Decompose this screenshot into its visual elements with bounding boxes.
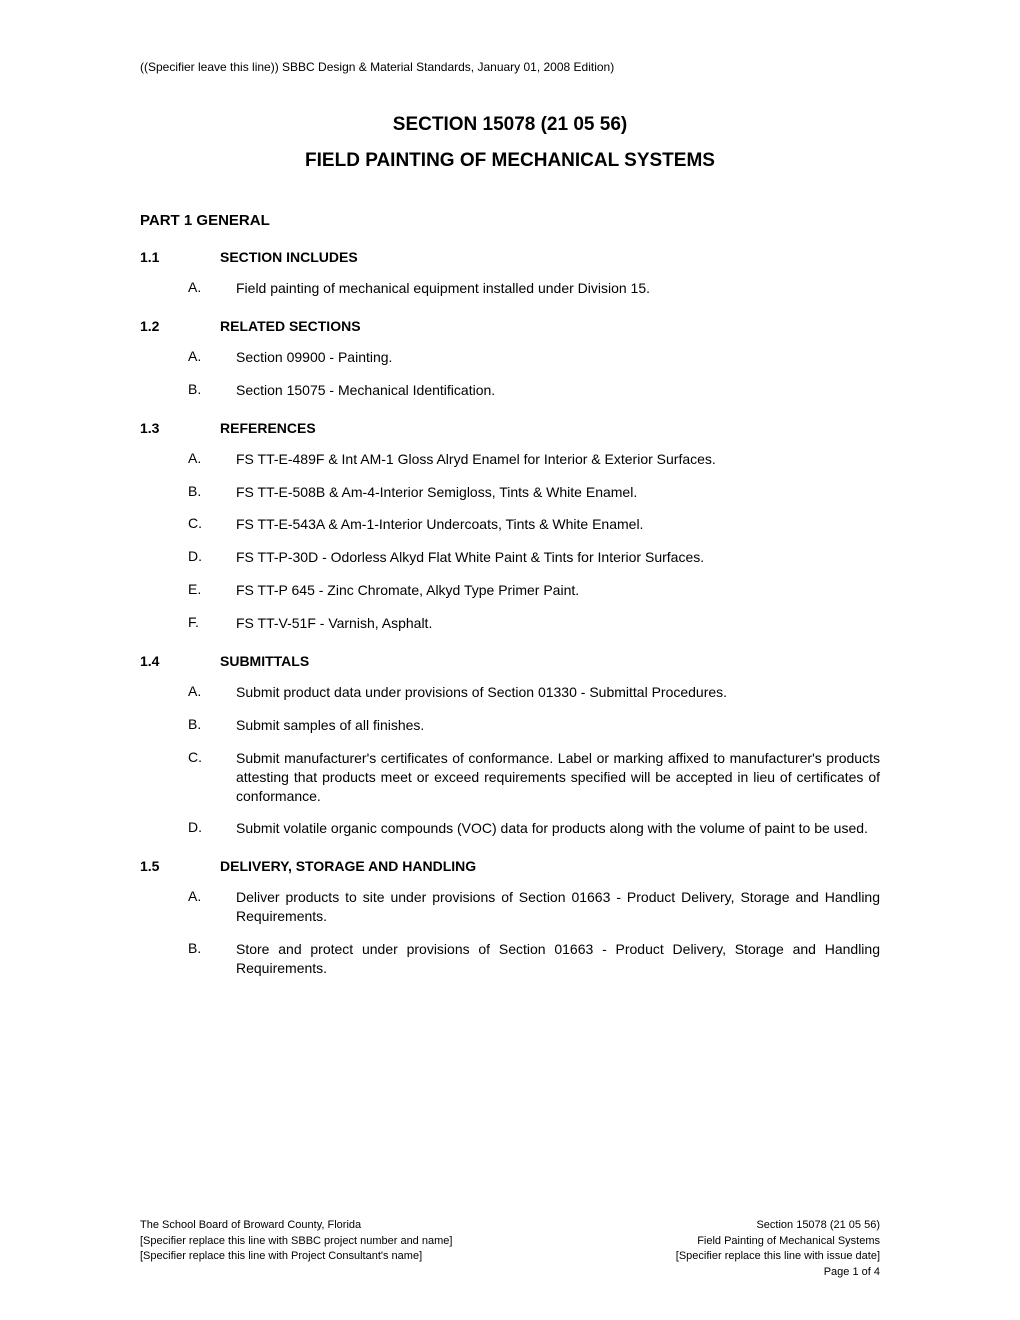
list-item: C. FS TT-E-543A & Am-1-Interior Undercoa…: [140, 515, 880, 534]
item-letter: A.: [188, 348, 236, 367]
item-letter: B.: [188, 716, 236, 735]
item-letter: D.: [188, 548, 236, 567]
subsection-title: DELIVERY, STORAGE AND HANDLING: [220, 858, 880, 874]
subsection-number: 1.3: [140, 420, 220, 436]
footer-line: Section 15078 (21 05 56): [676, 1218, 880, 1233]
item-text: FS TT-E-508B & Am-4-Interior Semigloss, …: [236, 483, 880, 502]
footer-line: [Specifier replace this line with Projec…: [140, 1249, 452, 1264]
footer-line: Page 1 of 4: [676, 1265, 880, 1280]
part-heading: PART 1 GENERAL: [140, 212, 880, 229]
list-item: A. Deliver products to site under provis…: [140, 888, 880, 926]
item-text: FS TT-P-30D - Odorless Alkyd Flat White …: [236, 548, 880, 567]
list-item: F. FS TT-V-51F - Varnish, Asphalt.: [140, 614, 880, 633]
item-letter: A.: [188, 888, 236, 926]
section-title: FIELD PAINTING OF MECHANICAL SYSTEMS: [140, 150, 880, 172]
item-letter: D.: [188, 819, 236, 838]
item-letter: F.: [188, 614, 236, 633]
item-text: Submit product data under provisions of …: [236, 683, 880, 702]
item-letter: A.: [188, 683, 236, 702]
item-letter: B.: [188, 483, 236, 502]
item-text: FS TT-E-543A & Am-1-Interior Undercoats,…: [236, 515, 880, 534]
list-item: D. FS TT-P-30D - Odorless Alkyd Flat Whi…: [140, 548, 880, 567]
list-item: A. Submit product data under provisions …: [140, 683, 880, 702]
footer-line: [Specifier replace this line with issue …: [676, 1249, 880, 1264]
subsection-number: 1.5: [140, 858, 220, 874]
item-letter: B.: [188, 381, 236, 400]
item-text: Submit samples of all finishes.: [236, 716, 880, 735]
item-text: Section 15075 - Mechanical Identificatio…: [236, 381, 880, 400]
footer-line: The School Board of Broward County, Flor…: [140, 1218, 452, 1233]
subsection-header: 1.1 SECTION INCLUDES: [140, 249, 880, 265]
section-number: SECTION 15078 (21 05 56): [140, 114, 880, 136]
page-footer: The School Board of Broward County, Flor…: [140, 1218, 880, 1280]
item-letter: E.: [188, 581, 236, 600]
item-letter: A.: [188, 279, 236, 298]
list-item: B. Store and protect under provisions of…: [140, 940, 880, 978]
item-text: Store and protect under provisions of Se…: [236, 940, 880, 978]
subsection-1-5: 1.5 DELIVERY, STORAGE AND HANDLING A. De…: [140, 858, 880, 978]
item-text: FS TT-V-51F - Varnish, Asphalt.: [236, 614, 880, 633]
subsection-title: SECTION INCLUDES: [220, 249, 880, 265]
header-note: ((Specifier leave this line)) SBBC Desig…: [140, 60, 880, 74]
item-text: Submit manufacturer's certificates of co…: [236, 749, 880, 806]
item-text: FS TT-P 645 - Zinc Chromate, Alkyd Type …: [236, 581, 880, 600]
list-item: B. Submit samples of all finishes.: [140, 716, 880, 735]
list-item: E. FS TT-P 645 - Zinc Chromate, Alkyd Ty…: [140, 581, 880, 600]
subsection-title: REFERENCES: [220, 420, 880, 436]
subsection-1-4: 1.4 SUBMITTALS A. Submit product data un…: [140, 653, 880, 838]
footer-line: Field Painting of Mechanical Systems: [676, 1234, 880, 1249]
subsection-title: RELATED SECTIONS: [220, 318, 880, 334]
list-item: A. Section 09900 - Painting.: [140, 348, 880, 367]
list-item: C. Submit manufacturer's certificates of…: [140, 749, 880, 806]
list-item: D. Submit volatile organic compounds (VO…: [140, 819, 880, 838]
subsection-number: 1.2: [140, 318, 220, 334]
subsection-number: 1.1: [140, 249, 220, 265]
subsection-title: SUBMITTALS: [220, 653, 880, 669]
subsection-header: 1.4 SUBMITTALS: [140, 653, 880, 669]
item-text: Field painting of mechanical equipment i…: [236, 279, 880, 298]
subsection-1-1: 1.1 SECTION INCLUDES A. Field painting o…: [140, 249, 880, 298]
subsection-header: 1.3 REFERENCES: [140, 420, 880, 436]
list-item: B. Section 15075 - Mechanical Identifica…: [140, 381, 880, 400]
list-item: A. Field painting of mechanical equipmen…: [140, 279, 880, 298]
item-text: Section 09900 - Painting.: [236, 348, 880, 367]
subsection-header: 1.2 RELATED SECTIONS: [140, 318, 880, 334]
item-letter: C.: [188, 515, 236, 534]
item-text: Deliver products to site under provision…: [236, 888, 880, 926]
footer-line: [Specifier replace this line with SBBC p…: [140, 1234, 452, 1249]
item-letter: C.: [188, 749, 236, 806]
item-text: FS TT-E-489F & Int AM-1 Gloss Alryd Enam…: [236, 450, 880, 469]
subsection-1-2: 1.2 RELATED SECTIONS A. Section 09900 - …: [140, 318, 880, 400]
subsection-1-3: 1.3 REFERENCES A. FS TT-E-489F & Int AM-…: [140, 420, 880, 633]
subsection-number: 1.4: [140, 653, 220, 669]
footer-right: Section 15078 (21 05 56) Field Painting …: [676, 1218, 880, 1280]
footer-left: The School Board of Broward County, Flor…: [140, 1218, 452, 1280]
item-letter: B.: [188, 940, 236, 978]
subsection-header: 1.5 DELIVERY, STORAGE AND HANDLING: [140, 858, 880, 874]
list-item: B. FS TT-E-508B & Am-4-Interior Semiglos…: [140, 483, 880, 502]
item-letter: A.: [188, 450, 236, 469]
item-text: Submit volatile organic compounds (VOC) …: [236, 819, 880, 838]
list-item: A. FS TT-E-489F & Int AM-1 Gloss Alryd E…: [140, 450, 880, 469]
